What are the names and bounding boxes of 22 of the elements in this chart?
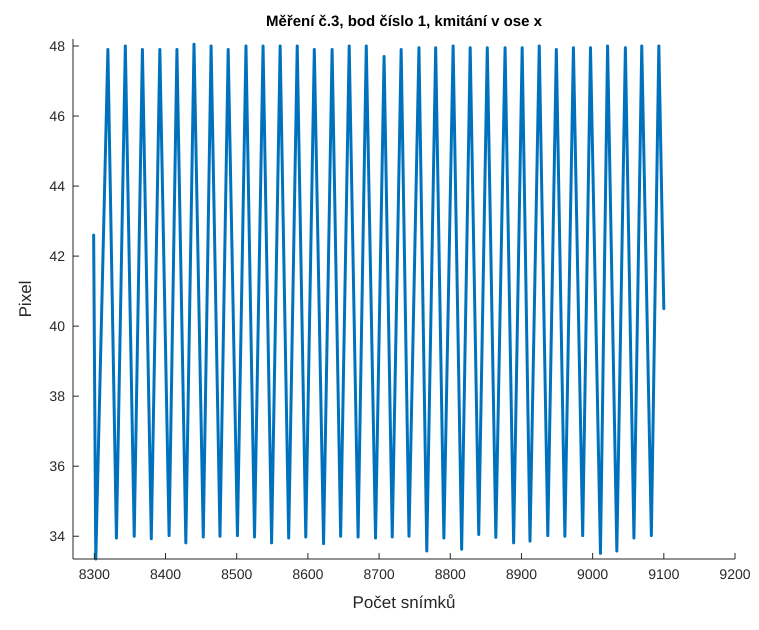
y-tick-label: 36 xyxy=(49,458,66,474)
y-tick-label: 48 xyxy=(49,38,66,54)
y-axis-title: Pixel xyxy=(16,280,35,318)
x-tick-label: 8800 xyxy=(434,566,466,582)
x-tick-label: 8300 xyxy=(78,566,110,582)
x-tick-label: 9100 xyxy=(648,566,680,582)
y-tick-label: 44 xyxy=(49,178,66,194)
x-tick-label: 9000 xyxy=(577,566,608,582)
y-tick-label: 34 xyxy=(49,528,66,544)
x-tick-label: 8500 xyxy=(221,566,252,582)
y-tick-label: 46 xyxy=(49,108,66,124)
x-tick-label: 8400 xyxy=(150,566,182,582)
x-tick-label: 9200 xyxy=(719,566,751,582)
x-tick-label: 8600 xyxy=(292,566,324,582)
y-tick-label: 42 xyxy=(49,248,66,264)
chart-title: Měření č.3, bod číslo 1, kmitání v ose x xyxy=(266,13,543,30)
line-series xyxy=(92,42,666,560)
y-tick-label: 40 xyxy=(49,318,66,334)
x-tick-label: 8900 xyxy=(506,566,538,582)
x-axis-title: Počet snímků xyxy=(352,593,456,612)
x-tick-label: 8700 xyxy=(364,566,395,582)
y-tick-label: 38 xyxy=(49,388,66,404)
